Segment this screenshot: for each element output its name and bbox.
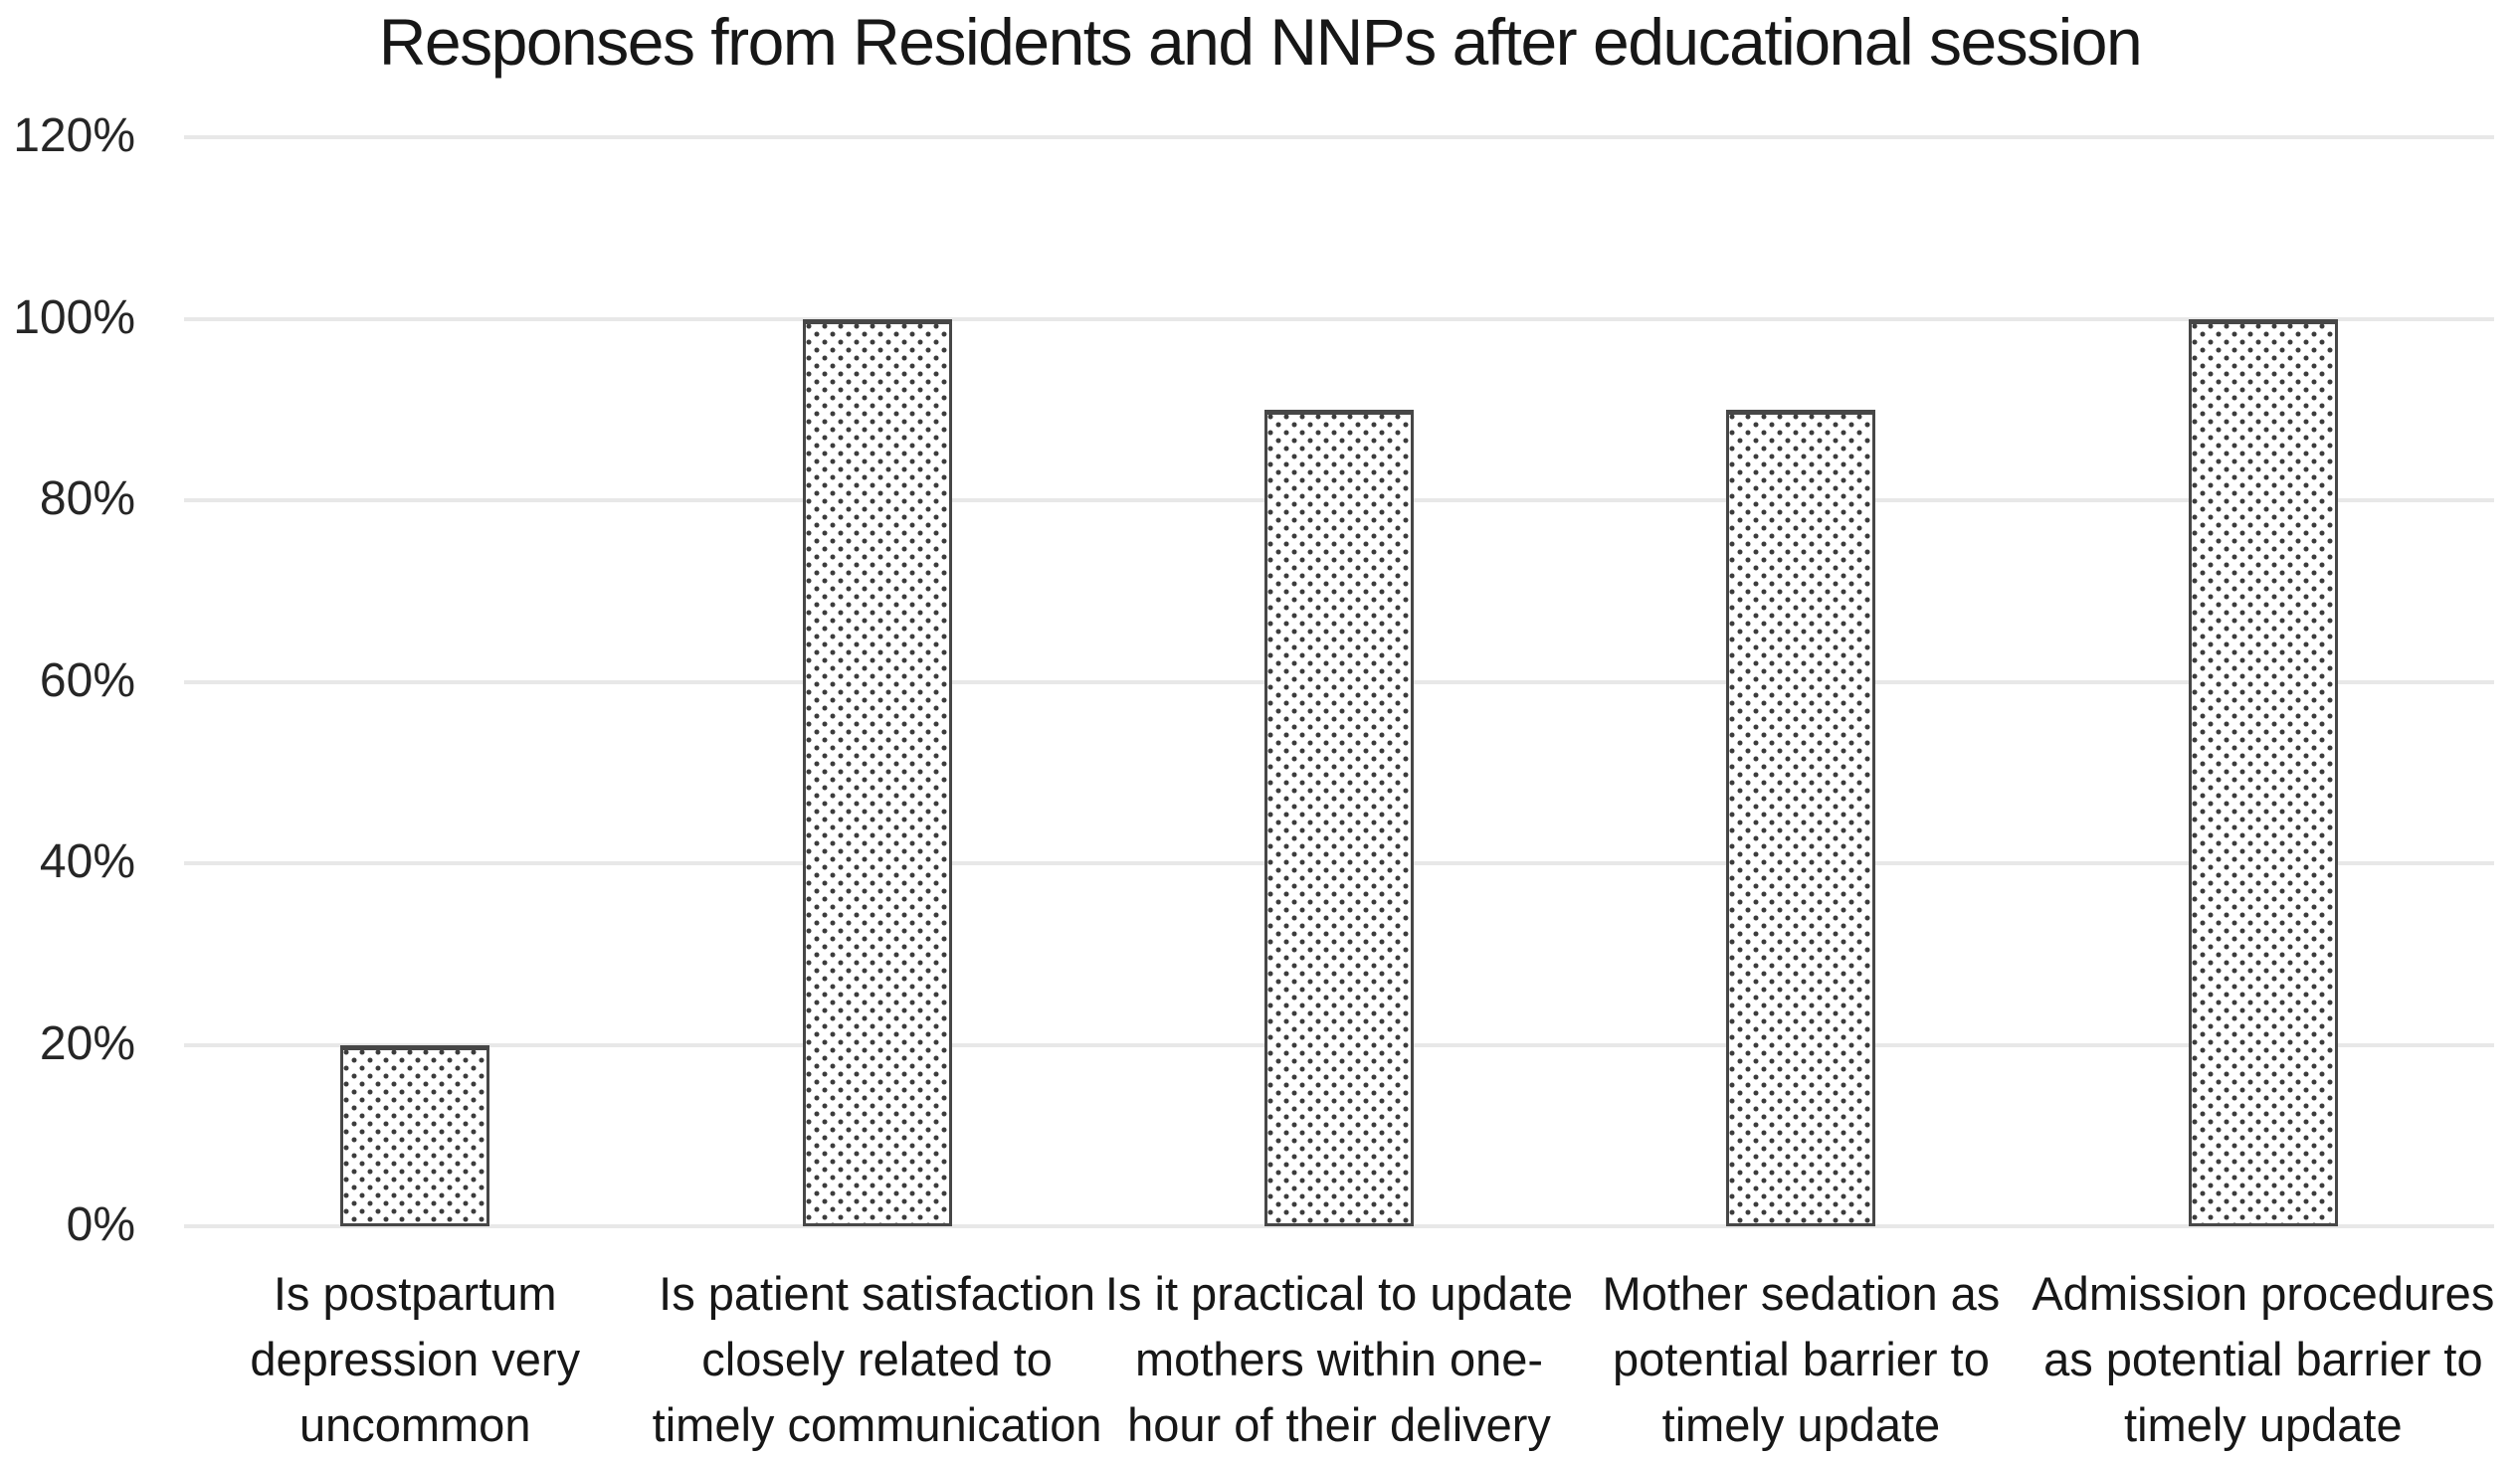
chart-title: Responses from Residents and NNPs after … bbox=[378, 5, 2143, 79]
category-label-2: Is patient satisfaction closely related … bbox=[652, 1267, 1102, 1451]
category-label-1: Is postpartum depression very uncommon bbox=[250, 1267, 581, 1451]
bar-slot-1 bbox=[184, 137, 646, 1226]
x-slot-3: Is it practical to update mothers within… bbox=[1105, 1255, 1573, 1454]
bar-3 bbox=[1264, 409, 1415, 1226]
x-slot-4: Mother sedation as potential barrier to … bbox=[1570, 1255, 2032, 1454]
plot-area bbox=[184, 135, 2494, 1228]
bar-1 bbox=[340, 1044, 490, 1226]
x-axis: Is postpartum depression very uncommon Is… bbox=[184, 1255, 2494, 1454]
bar-2 bbox=[802, 318, 952, 1226]
bar-slot-4 bbox=[1570, 137, 2032, 1226]
bar-slot-5 bbox=[2033, 137, 2494, 1226]
y-tick-label-0: 0% bbox=[66, 1198, 135, 1252]
y-tick-label-100: 100% bbox=[13, 290, 135, 344]
x-slot-5: Admission procedures as potential barrie… bbox=[2032, 1255, 2494, 1454]
bar-row bbox=[184, 137, 2494, 1226]
category-label-3: Is it practical to update mothers within… bbox=[1104, 1267, 1574, 1451]
bar-slot-2 bbox=[646, 137, 1107, 1226]
category-label-4: Mother sedation as potential barrier to … bbox=[1602, 1267, 2001, 1451]
bar-4 bbox=[1726, 409, 1876, 1226]
gridline-0 bbox=[184, 1224, 2494, 1228]
y-tick-label-40: 40% bbox=[39, 835, 135, 889]
gridline-120 bbox=[184, 135, 2494, 139]
y-tick-label-80: 80% bbox=[39, 472, 135, 526]
y-tick-label-20: 20% bbox=[39, 1016, 135, 1070]
y-axis: 0% 20% 40% 60% 80% 100% 120% bbox=[0, 112, 149, 1249]
gridline-100 bbox=[184, 316, 2494, 321]
y-tick-label-60: 60% bbox=[39, 653, 135, 707]
bar-slot-3 bbox=[1108, 137, 1570, 1226]
x-slot-1: Is postpartum depression very uncommon bbox=[184, 1255, 646, 1454]
y-tick-label-120: 120% bbox=[13, 109, 135, 163]
category-label-5: Admission procedures as potential barrie… bbox=[2032, 1267, 2495, 1451]
x-slot-2: Is patient satisfaction closely related … bbox=[646, 1255, 1107, 1454]
bar-5 bbox=[2188, 318, 2338, 1226]
